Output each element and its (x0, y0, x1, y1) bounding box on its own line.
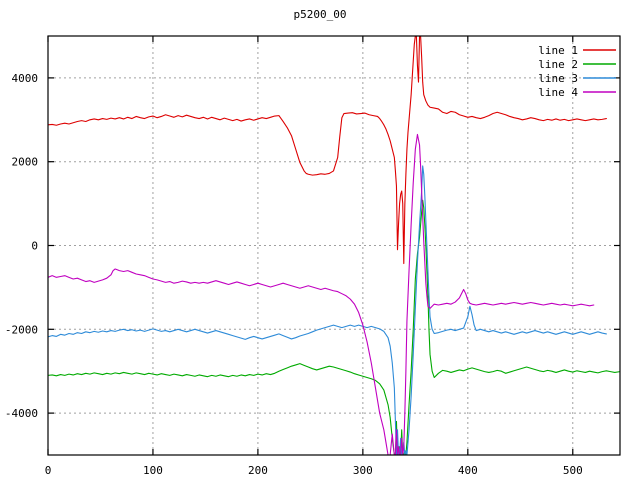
chart-title: p5200_00 (293, 8, 347, 21)
trace-line-2 (48, 199, 620, 455)
x-tick-label: 400 (458, 464, 478, 477)
x-tick-label: 300 (353, 464, 373, 477)
x-tick-label: 500 (563, 464, 583, 477)
y-tick-label: 4000 (12, 72, 39, 85)
y-tick-label: -2000 (5, 323, 38, 336)
x-tick-label: 0 (45, 464, 52, 477)
trace-line-4 (48, 133, 595, 455)
x-tick-label: 200 (248, 464, 268, 477)
legend-label-2[interactable]: line 2 (538, 58, 578, 71)
trace-line-1 (48, 36, 607, 265)
x-tick-label: 100 (143, 464, 163, 477)
y-tick-label: 0 (31, 240, 38, 253)
y-tick-label: -4000 (5, 407, 38, 420)
legend-label-4[interactable]: line 4 (538, 86, 578, 99)
legend-label-1[interactable]: line 1 (538, 44, 578, 57)
plot-border (47, 35, 621, 456)
legend-label-3[interactable]: line 3 (538, 72, 578, 85)
y-tick-label: 2000 (12, 156, 39, 169)
trace-line-3 (48, 165, 607, 455)
trace-group (48, 36, 620, 455)
